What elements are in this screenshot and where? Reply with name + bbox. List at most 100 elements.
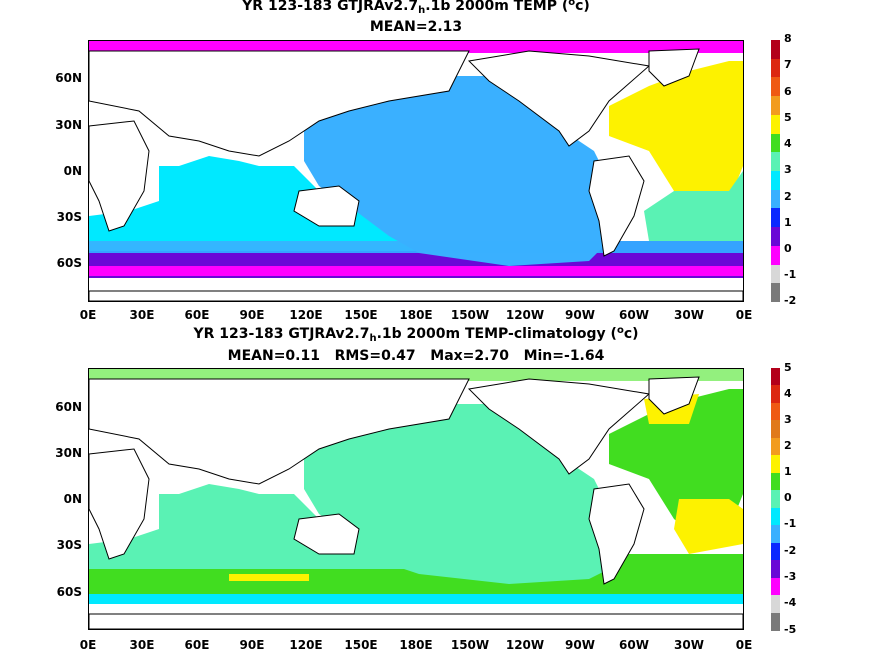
p1-colorbar-label: 6 (784, 85, 792, 98)
panel2-stats: MEAN=0.11 RMS=0.47 Max=2.70 Min=-1.64 (227, 348, 605, 364)
p2-lat-label: 0N (63, 492, 82, 506)
colorbar-segment (771, 368, 780, 386)
p2-colorbar-label: 1 (784, 465, 792, 478)
colorbar-segment (771, 245, 780, 265)
p1-lat-label: 60S (56, 256, 82, 270)
panel1-map-svg (88, 41, 744, 302)
p2-land (88, 376, 744, 630)
panel2-title-suffix: c) (623, 326, 639, 342)
panel1-title: YR 123-183 GTJRAv2.7h.1b 2000m TEMP (oc) (88, 0, 744, 16)
colorbar-segment (771, 420, 780, 439)
p1-colorbar-label: 2 (784, 190, 792, 203)
p1-lon-label: 150E (344, 308, 378, 322)
p1-indian-ocean (89, 156, 419, 251)
p1-lon-label: 60E (184, 308, 210, 322)
panel1-stats: MEAN=2.13 (369, 19, 463, 35)
p2-lon-label: 120W (505, 638, 545, 652)
colorbar-segment (771, 152, 780, 172)
panel1-title-sub: h (418, 5, 426, 16)
panel2-title-sup: o (616, 325, 624, 336)
p2-colorbar-label: 4 (784, 387, 792, 400)
p1-colorbar-label: 3 (784, 163, 792, 176)
panel2-map-svg (88, 369, 744, 630)
p1-colorbar-label: 7 (784, 58, 792, 71)
p1-lon-label: 30E (129, 308, 155, 322)
p1-colorbar-label: -2 (784, 294, 797, 307)
colorbar-segment (771, 283, 780, 303)
p1-arctic (89, 41, 743, 53)
p2-lon-label: 150W (450, 638, 490, 652)
p2-lon-label: 0E (79, 638, 97, 652)
colorbar-segment (771, 542, 780, 561)
p1-colorbar-label: 8 (784, 32, 792, 45)
colorbar-segment (771, 560, 780, 579)
p1-colorbar-label: 1 (784, 216, 792, 229)
colorbar-segment (771, 77, 780, 97)
colorbar-segment (771, 455, 780, 474)
p1-colorbar-label: 5 (784, 111, 792, 124)
p2-colorbar-label: -1 (784, 517, 797, 530)
colorbar-segment (771, 472, 780, 491)
colorbar-segment (771, 595, 780, 614)
colorbar-segment (771, 385, 780, 404)
panel1-title-mid: .1b 2000m TEMP ( (425, 0, 569, 14)
p2-arctic (89, 369, 743, 381)
p1-lon-label: 90E (239, 308, 265, 322)
p2-lon-label: 120E (289, 638, 323, 652)
panel1-title-prefix: YR 123-183 GTJRAv2.7 (242, 0, 419, 14)
panel1-title-sup: o (568, 0, 576, 8)
p2-south-atlantic (674, 499, 743, 554)
colorbar-segment (771, 227, 780, 247)
p1-colorbar-label: 0 (784, 242, 792, 255)
p1-south-atlantic (644, 171, 743, 241)
p1-lat-label: 60N (55, 71, 82, 85)
p2-colorbar-label: -2 (784, 544, 797, 557)
colorbar-segment (771, 171, 780, 190)
p2-lon-label: 60E (184, 638, 210, 652)
colorbar-segment (771, 402, 780, 421)
p1-lon-label: 150W (450, 308, 490, 322)
p2-lon-label: 30W (674, 638, 704, 652)
p1-colorbar (771, 40, 780, 303)
p2-lon-label: 30E (129, 638, 155, 652)
p2-lon-label: 150E (344, 638, 378, 652)
p1-lon-label: 0E (79, 308, 97, 322)
p2-lon-label: 0E (735, 638, 753, 652)
p2-lat-label: 60N (55, 400, 82, 414)
colorbar-segment (771, 577, 780, 596)
panel1-map (88, 40, 744, 302)
p1-lat-label: 30N (55, 118, 82, 132)
p1-lon-label: 90W (565, 308, 595, 322)
p1-pacific-ocean (304, 76, 614, 266)
colorbar-segment (771, 490, 780, 509)
p1-lon-label: 120E (289, 308, 323, 322)
colorbar-segment (771, 133, 780, 153)
colorbar-segment (771, 525, 780, 544)
p1-lon-label: 120W (505, 308, 545, 322)
p1-lon-label: 0E (735, 308, 753, 322)
panel2-title-mid: .1b 2000m TEMP-climatology ( (376, 326, 617, 342)
p2-lon-label: 90E (239, 638, 265, 652)
colorbar-segment (771, 437, 780, 456)
p2-colorbar-label: 5 (784, 361, 792, 374)
colorbar-segment (771, 189, 780, 209)
p2-pacific-ocean (304, 404, 614, 584)
p2-colorbar-label: 2 (784, 439, 792, 452)
p1-atlantic-ocean (609, 61, 743, 211)
colorbar-segment (771, 264, 780, 284)
colorbar-segment (771, 40, 780, 59)
p2-colorbar-label: -3 (784, 570, 797, 583)
colorbar-segment (771, 114, 780, 134)
p2-colorbar (771, 368, 780, 631)
panel2-title-prefix: YR 123-183 GTJRAv2.7 (193, 326, 370, 342)
colorbar-segment (771, 208, 780, 228)
p1-colorbar-label: -1 (784, 268, 797, 281)
p2-colorbar-label: -4 (784, 596, 797, 609)
colorbar-segment (771, 507, 780, 526)
p1-lon-label: 60W (619, 308, 649, 322)
p2-colorbar-label: 3 (784, 413, 792, 426)
colorbar-segment (771, 58, 780, 78)
p2-lon-label: 180E (399, 638, 433, 652)
panel2-map (88, 368, 744, 630)
p1-colorbar-label: 4 (784, 137, 792, 150)
